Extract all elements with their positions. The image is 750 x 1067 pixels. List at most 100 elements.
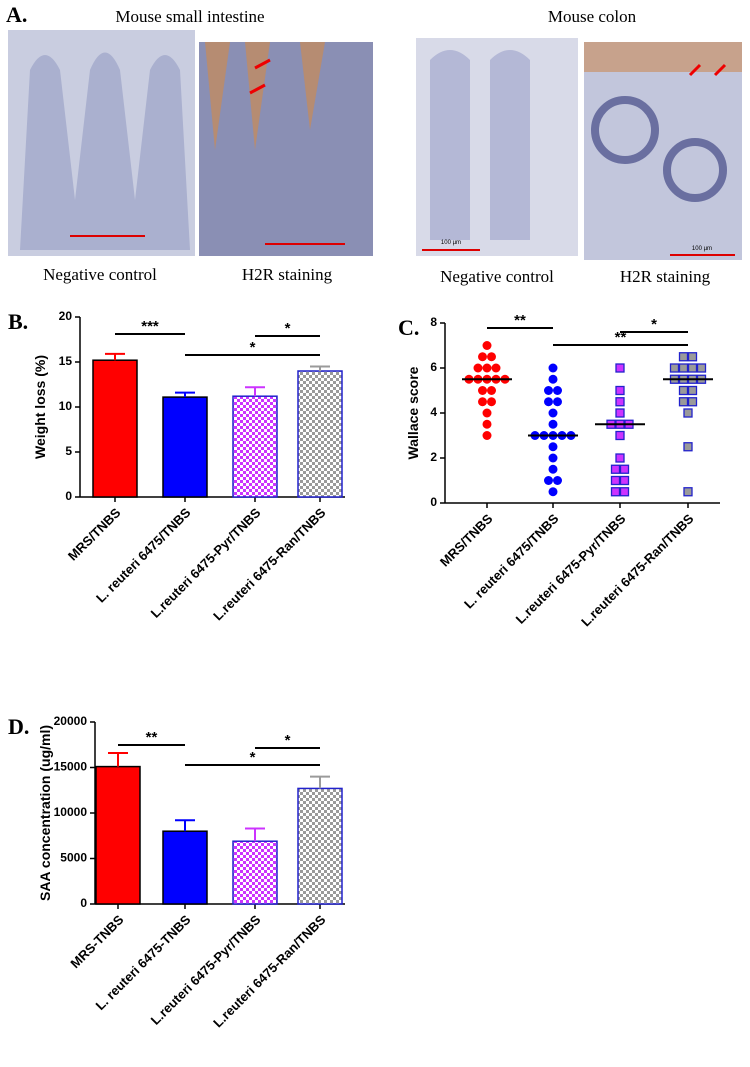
bar (92, 359, 138, 498)
data-point (482, 431, 492, 440)
data-point (544, 397, 553, 407)
y-tick-label: 20000 (54, 714, 88, 728)
error-bar (175, 819, 195, 832)
micrographs: 100 µm 100 µm (8, 30, 742, 260)
data-point (478, 386, 487, 395)
y-tick-label: 15000 (54, 760, 88, 774)
data-point (482, 363, 492, 373)
data-point (687, 397, 698, 407)
data-point (678, 397, 689, 407)
data-point (487, 397, 496, 407)
y-axis-label: SAA concentration (ug/ml) (37, 725, 53, 901)
error-bar (245, 827, 265, 842)
tissue (663, 138, 727, 202)
significance-label: * (250, 749, 256, 766)
data-point (610, 487, 621, 497)
significance-label: ** (615, 329, 627, 346)
data-point (548, 408, 558, 418)
data-point (619, 464, 630, 474)
panel-label: B. (8, 309, 28, 334)
x-tick-label: L.reuteri 6475-Ran/TNBS (210, 505, 329, 624)
data-point (669, 363, 680, 373)
significance-label: ** (146, 729, 158, 746)
data-point (548, 419, 558, 429)
significance-label: * (285, 732, 291, 749)
error-bar (108, 751, 128, 767)
error-bar (310, 775, 330, 789)
significance-label: * (651, 316, 657, 333)
tissue (20, 52, 190, 250)
significance-label: * (285, 320, 291, 337)
data-point (553, 476, 562, 485)
error-bar (245, 386, 265, 397)
bar (297, 787, 343, 905)
data-point (678, 352, 689, 362)
error-bar (310, 365, 330, 371)
data-point (610, 464, 621, 474)
bar (297, 370, 343, 498)
data-point (687, 363, 698, 373)
x-tick-label: MRS/TNBS (65, 505, 124, 564)
y-tick-label: 10 (59, 399, 73, 413)
data-point (544, 476, 553, 485)
y-tick-label: 8 (430, 315, 437, 329)
data-point (687, 352, 698, 362)
data-point (678, 385, 689, 396)
tissue (430, 50, 530, 240)
data-point (553, 386, 562, 395)
image-caption: Negative control (440, 267, 554, 286)
data-point (683, 487, 693, 497)
data-point (478, 352, 487, 362)
y-tick-label: 15 (59, 354, 73, 368)
data-point (610, 475, 621, 486)
bar (95, 765, 141, 905)
bar (162, 830, 208, 905)
x-tick-label: MRS/TNBS (437, 511, 496, 570)
data-point (615, 385, 625, 396)
data-point (473, 363, 483, 373)
data-point (482, 341, 492, 350)
panel-label: A. (6, 2, 27, 27)
y-tick-label: 5000 (60, 851, 87, 865)
arrow (688, 63, 727, 77)
data-point (548, 442, 558, 452)
data-point (615, 430, 625, 441)
x-tick-label: L.reuteri 6475-Ran/TNBS (578, 511, 697, 630)
data-point (487, 386, 496, 395)
panel-label: D. (8, 714, 29, 739)
data-point (553, 397, 562, 407)
data-point (678, 363, 689, 373)
y-tick-label: 5 (65, 444, 72, 458)
bar (232, 395, 278, 498)
data-point (487, 352, 496, 362)
data-point (683, 442, 693, 452)
data-point (687, 385, 698, 396)
data-point (491, 363, 501, 373)
arrow (249, 58, 271, 95)
data-point (482, 408, 492, 418)
data-point (619, 487, 630, 497)
group-title: Mouse small intestine (115, 7, 264, 26)
data-point (696, 363, 707, 373)
image-caption: Negative control (43, 265, 157, 284)
group-title: Mouse colon (548, 7, 637, 26)
data-point (482, 419, 492, 429)
y-tick-label: 6 (430, 360, 437, 374)
y-tick-label: 4 (430, 405, 437, 419)
panel-label: C. (398, 315, 419, 340)
data-point (548, 374, 558, 384)
significance-label: ** (514, 312, 526, 329)
x-tick-label: MRS-TNBS (67, 912, 126, 971)
data-point (544, 386, 553, 395)
data-point (548, 363, 558, 373)
data-point (478, 397, 487, 407)
significance-label: *** (141, 318, 159, 335)
bar (162, 396, 208, 498)
data-point (548, 464, 558, 474)
data-point (548, 453, 558, 463)
significance-label: * (250, 339, 256, 356)
data-point (615, 453, 625, 463)
x-tick-label: L.reuteri 6475-Ran/TNBS (210, 912, 329, 1031)
tissue (584, 42, 742, 72)
